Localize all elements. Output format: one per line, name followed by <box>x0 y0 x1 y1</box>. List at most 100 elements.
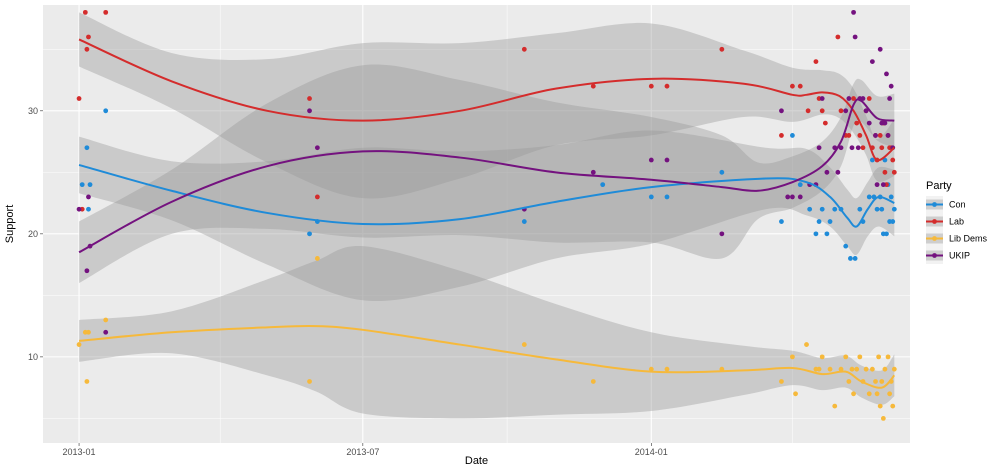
data-point-lab <box>314 194 320 200</box>
data-point-con <box>874 206 880 212</box>
data-point-lib-dems <box>779 379 784 384</box>
data-point-ukip <box>880 182 886 188</box>
data-point-lab <box>719 46 725 52</box>
data-point-ukip <box>86 194 91 200</box>
data-point-ukip <box>76 206 82 212</box>
smoothed-trend-lines <box>78 38 896 389</box>
data-point-lib-dems <box>869 366 875 372</box>
axes: 10 20 30 2013-01 2013-07 2014-01 <box>28 106 668 457</box>
data-point-lib-dems <box>793 391 798 397</box>
data-point-ukip <box>851 9 856 15</box>
data-point-lab <box>103 9 109 15</box>
data-point-ukip <box>103 329 109 335</box>
data-point-ukip <box>884 71 889 77</box>
data-point-con <box>807 206 813 212</box>
data-point-ukip <box>307 108 312 114</box>
data-point-con <box>87 182 93 188</box>
trend-line-con <box>78 163 895 228</box>
data-point-lib-dems <box>879 379 885 384</box>
data-point-con <box>648 194 654 200</box>
y-axis-title: Support <box>4 205 16 244</box>
data-point-con <box>843 243 849 249</box>
legend-title: Party <box>926 180 952 192</box>
data-point-con <box>816 219 822 224</box>
data-point-lib-dems <box>890 403 896 409</box>
data-point-ukip <box>846 96 852 101</box>
grid-lines <box>43 5 910 443</box>
legend-label-ukip: UKIP <box>949 251 970 261</box>
x-tick-label: 2013-01 <box>63 447 96 457</box>
data-point-ukip <box>874 182 880 188</box>
data-point-ukip <box>819 96 825 101</box>
x-tick-label: 2013-07 <box>346 447 379 457</box>
data-point-con <box>824 231 830 237</box>
data-point-lab <box>857 133 863 138</box>
data-point-lab <box>521 46 527 52</box>
data-point-lab <box>664 83 670 89</box>
data-point-ukip <box>863 108 869 114</box>
data-point-lab <box>813 59 819 64</box>
data-point-con <box>600 182 606 188</box>
data-point-con <box>719 169 725 175</box>
data-point-lib-dems <box>307 379 312 384</box>
data-point-lab <box>846 133 852 138</box>
data-point-ukip <box>816 145 822 151</box>
data-point-lib-dems <box>851 391 856 397</box>
data-point-lib-dems <box>76 342 82 347</box>
data-point-con <box>891 206 897 212</box>
data-point-lab <box>805 108 811 114</box>
data-point-ukip <box>885 133 891 138</box>
legend-point-swatch <box>932 202 937 207</box>
data-point-ukip <box>877 46 883 52</box>
data-point-lab <box>860 145 866 151</box>
data-point-ukip <box>882 120 888 126</box>
data-point-con <box>882 157 888 163</box>
data-point-ukip <box>843 108 849 114</box>
data-point-lib-dems <box>103 317 109 323</box>
data-point-ukip <box>835 169 841 175</box>
data-point-lab <box>851 96 856 101</box>
data-point-ukip <box>797 194 803 200</box>
data-point-con <box>827 219 833 224</box>
confidence-band-lib-dems <box>79 245 895 419</box>
confidence-band-ukip <box>79 64 895 284</box>
data-point-lab <box>797 83 803 89</box>
y-tick-label: 30 <box>28 106 38 116</box>
data-point-lab <box>866 96 872 101</box>
data-point-con <box>884 231 889 237</box>
data-point-ukip <box>790 194 795 200</box>
data-point-con <box>857 206 863 212</box>
data-point-lab <box>84 46 90 52</box>
data-point-ukip <box>314 145 320 151</box>
data-point-con <box>848 256 853 261</box>
legend-label-con: Con <box>949 200 966 210</box>
data-point-lib-dems <box>819 354 825 360</box>
legend-point-swatch <box>932 219 937 224</box>
data-point-con <box>869 157 875 163</box>
data-point-lib-dems <box>521 342 527 347</box>
data-point-lib-dems <box>887 391 893 397</box>
data-point-ukip <box>873 133 878 138</box>
data-point-lab <box>648 83 654 89</box>
data-point-con <box>866 194 872 200</box>
data-point-con <box>86 206 91 212</box>
data-point-lab <box>835 34 841 40</box>
data-point-con <box>103 108 109 114</box>
data-point-ukip <box>719 231 725 237</box>
data-point-lab <box>838 108 844 114</box>
data-point-lab <box>819 108 825 114</box>
data-point-lab <box>779 133 784 138</box>
data-point-lib-dems <box>877 403 883 409</box>
data-point-ukip <box>838 145 844 151</box>
y-tick-label: 10 <box>28 352 38 362</box>
data-point-lib-dems <box>866 391 872 397</box>
data-point-lib-dems <box>648 366 654 372</box>
data-point-ukip <box>824 169 830 175</box>
data-point-lib-dems <box>846 379 852 384</box>
data-point-con <box>790 133 795 138</box>
data-point-con <box>307 231 312 237</box>
data-point-lab <box>76 96 82 101</box>
data-point-lib-dems <box>876 354 882 360</box>
data-point-lib-dems <box>790 354 795 360</box>
data-point-lib-dems <box>664 366 670 372</box>
